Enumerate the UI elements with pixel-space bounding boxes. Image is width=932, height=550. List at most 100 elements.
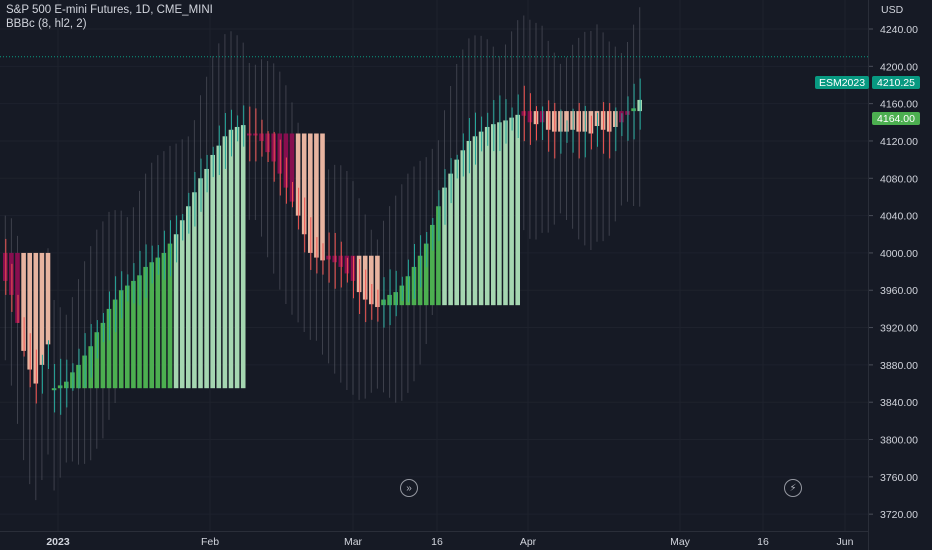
indicator-bar xyxy=(70,372,75,389)
indicator-bar xyxy=(478,131,484,306)
indicator-bar xyxy=(204,168,209,389)
price-tick-label: 3760.00 xyxy=(880,472,918,484)
time-tick-label: 16 xyxy=(431,536,443,548)
indicator-bar xyxy=(558,111,563,132)
time-tick-label: 2023 xyxy=(46,536,70,548)
price-axis[interactable]: USD 4240.00 4200.00 4160.00 4120.00 4080.00 4… xyxy=(869,4,918,521)
indicator-bar xyxy=(222,136,228,389)
price-tick-label: 4200.00 xyxy=(880,61,918,73)
indicator-bar xyxy=(39,252,45,365)
indicator-bar xyxy=(484,126,490,306)
indicator-bar xyxy=(106,308,112,389)
indicator-bar xyxy=(15,252,20,323)
indicator-bar xyxy=(588,111,594,134)
indicator-bar xyxy=(466,140,472,306)
indicator-bar xyxy=(179,220,185,389)
price-tick-label: 3720.00 xyxy=(880,509,918,521)
indicator-bar xyxy=(228,129,234,389)
price-tick-label: 3840.00 xyxy=(880,397,918,409)
indicator-bar xyxy=(289,133,295,202)
price-tick-label: 4160.00 xyxy=(880,99,918,111)
price-tick-label: 3960.00 xyxy=(880,285,918,297)
indicator-bar xyxy=(21,252,26,351)
indicator-bar xyxy=(149,262,154,389)
lightning-button[interactable]: ⚡︎ xyxy=(784,479,802,497)
indicator-bar xyxy=(448,173,453,306)
indicator-bar xyxy=(491,124,496,306)
indicator-bar xyxy=(387,294,392,306)
price-tick-label: 4120.00 xyxy=(880,136,918,148)
indicator-bar xyxy=(173,234,179,389)
indicator-bar xyxy=(100,322,106,389)
indicator-bar xyxy=(356,255,362,293)
time-tick-label: 16 xyxy=(757,536,769,548)
indicator-bar xyxy=(265,133,270,153)
indicator-bar xyxy=(216,145,222,389)
indicator-bar xyxy=(472,136,478,306)
time-tick-label: May xyxy=(670,536,691,548)
lightning-icon: ⚡︎ xyxy=(789,483,797,494)
time-axis[interactable]: 2023 Feb Mar 16 Apr May 16 Jun xyxy=(46,536,853,548)
price-tick-label: 4080.00 xyxy=(880,173,918,185)
price-tick-label: 3880.00 xyxy=(880,360,918,372)
indicator-bar xyxy=(240,125,246,389)
indicator-bar xyxy=(314,133,319,258)
last-price-tag-bg xyxy=(872,76,920,89)
candles xyxy=(5,78,641,415)
indicator-bar xyxy=(423,243,429,306)
indicator-bar xyxy=(137,275,142,389)
indicator-bar xyxy=(308,133,313,253)
indicator-bar xyxy=(167,243,173,389)
indicator-bar xyxy=(509,117,514,306)
price-tick-label: 3920.00 xyxy=(880,323,918,335)
indicator-bar xyxy=(460,150,466,306)
indicator-bar xyxy=(326,255,331,260)
time-tick-label: Jun xyxy=(837,536,854,548)
indicator-bar xyxy=(234,126,240,389)
indicator-bar xyxy=(94,332,100,389)
indicator-bar xyxy=(497,122,502,306)
symbol-tag: ESM2023 xyxy=(819,77,865,89)
price-tick-label: 3800.00 xyxy=(880,435,918,447)
indicator-bar xyxy=(192,192,197,389)
indicator-bar xyxy=(417,255,423,306)
indicator-bar xyxy=(503,120,508,306)
scroll-to-realtime-button[interactable]: » xyxy=(400,479,418,497)
indicator-bar xyxy=(155,257,161,389)
indicator-bar xyxy=(320,133,325,261)
indicator-bar xyxy=(454,159,459,306)
indicator-bar xyxy=(369,255,374,305)
indicator-bar xyxy=(118,290,124,389)
indicator-bar xyxy=(161,252,167,389)
indicator-tag-bg xyxy=(872,112,920,125)
price-tick-label: 4240.00 xyxy=(880,24,918,36)
time-tick-label: Mar xyxy=(344,536,363,548)
indicator-bar xyxy=(295,133,301,216)
indicator-bar xyxy=(143,266,148,389)
indicator-bar xyxy=(33,252,39,384)
currency-label: USD xyxy=(881,4,904,16)
double-chevron-right-icon: » xyxy=(406,483,412,494)
indicator-bar xyxy=(112,299,118,389)
indicator-bar xyxy=(125,285,130,389)
indicator-bar xyxy=(619,111,624,123)
indicator-bar xyxy=(442,187,447,306)
indicator-bar xyxy=(186,206,191,389)
price-tick-label: 4040.00 xyxy=(880,211,918,223)
indicator-bar xyxy=(301,133,307,235)
indicator-bar xyxy=(527,111,533,123)
indicator-bar xyxy=(198,178,203,389)
indicator-label[interactable]: BBBc (8, hl2, 2) xyxy=(6,18,87,30)
time-tick-label: Apr xyxy=(520,536,537,548)
chart-title: S&P 500 E-mini Futures, 1D, CME_MINI xyxy=(6,4,213,16)
price-tags: ESM2023 4210.25 4164.00 xyxy=(815,76,920,125)
price-tick-label: 4000.00 xyxy=(880,248,918,260)
last-price-tag: 4210.25 xyxy=(877,77,915,89)
indicator-bar xyxy=(131,280,136,389)
indicator-bar xyxy=(430,224,435,306)
indicator-bar xyxy=(515,114,520,306)
indicator-bar xyxy=(27,252,32,370)
time-tick-label: Feb xyxy=(201,536,219,548)
indicator-value-tag: 4164.00 xyxy=(877,113,915,125)
